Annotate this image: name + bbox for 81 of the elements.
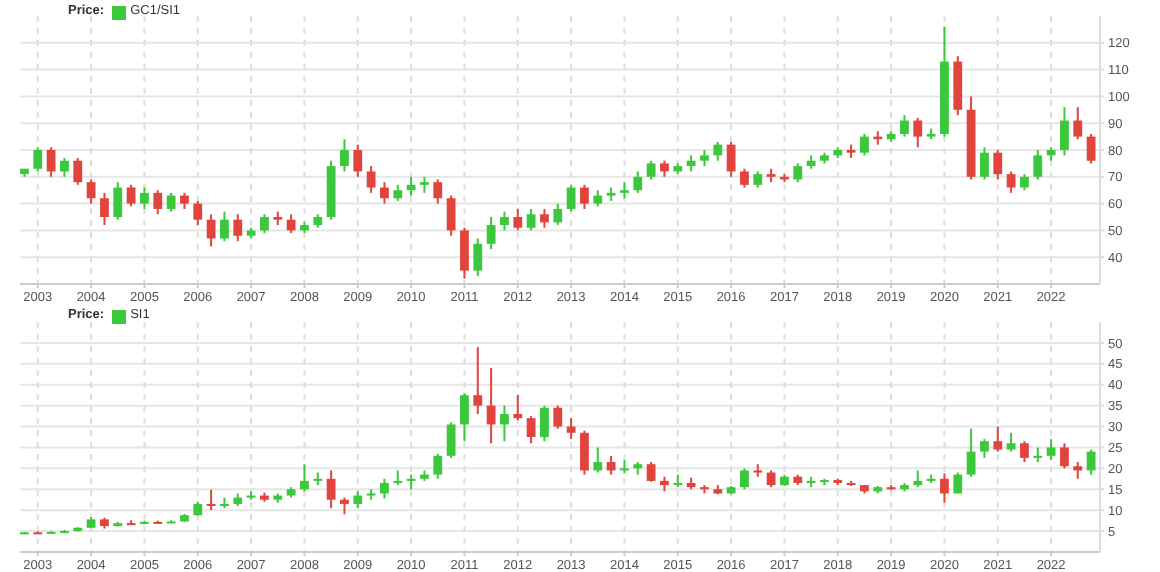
candlestick [726,140,736,178]
candlestick [553,202,563,227]
candlestick [393,469,403,487]
candlestick [46,146,56,178]
candlestick [86,178,96,205]
candlestick [433,452,443,480]
candlestick [166,191,176,213]
candlestick [513,207,523,232]
candlestick [60,157,69,178]
candlestick [380,181,389,205]
candlestick [473,346,483,415]
candlestick [580,429,589,476]
candlestick [913,116,923,149]
candlestick [260,213,269,235]
candlestick [1060,106,1069,157]
candlestick [1006,170,1016,194]
candlestick [593,446,603,474]
candlestick [540,207,549,229]
candlestick [1073,106,1083,141]
candlestick [646,159,656,181]
candlestick [793,162,803,184]
candlestick [566,183,576,213]
candlestick [353,143,363,178]
candlestick [1086,132,1096,165]
candlestick [153,189,163,216]
candlestick [220,210,229,243]
candlestick [993,149,1003,181]
candlestick [126,183,136,208]
candlestick [500,210,509,232]
candlestick [380,477,389,500]
candlestick [486,216,496,251]
candlestick [993,425,1003,453]
candlestick [646,461,656,483]
candlestick [860,132,869,157]
candlestick [1020,440,1029,464]
candlestick [1033,446,1043,464]
candlestick [526,207,536,232]
candlestick [406,175,416,197]
candlestick [606,454,616,476]
candlestick [980,146,989,181]
candlestick [1033,149,1043,181]
candlestick [1046,438,1056,461]
candlestick [460,226,469,280]
candlestick [433,178,443,205]
candlestick [1086,448,1096,476]
candlestick [460,392,469,443]
candlestick [233,213,243,243]
candlestick [740,467,749,491]
candlestick [566,417,576,441]
candlestick [980,438,989,459]
candlestick [193,199,203,227]
candlestick [500,404,509,443]
candlestick [446,421,456,459]
candlestick [513,394,523,422]
candlestick [633,170,643,194]
candlestick [553,404,563,430]
candlestick [446,194,456,237]
candlestick [73,157,83,186]
candlestick [1060,442,1069,470]
candlestick [366,165,376,194]
candlestick [580,183,589,210]
candlestick [740,167,749,189]
candlestick [473,237,483,277]
candlestick [1006,431,1016,453]
candlestick [540,404,549,443]
candlestick [33,146,43,173]
candlestick [206,488,216,512]
candlestick [713,140,723,162]
candlestick [900,114,909,138]
candlestick [526,415,536,445]
candlestick [486,367,496,445]
candlestick [326,469,336,510]
candlestick [113,181,123,221]
candlestick [940,472,949,504]
candlestick [340,138,349,173]
candlestick [300,463,309,493]
candlestick [140,186,149,210]
candlestick [966,427,976,478]
candlestick [206,213,216,248]
candlestick [286,213,296,235]
candlestick [100,191,109,227]
